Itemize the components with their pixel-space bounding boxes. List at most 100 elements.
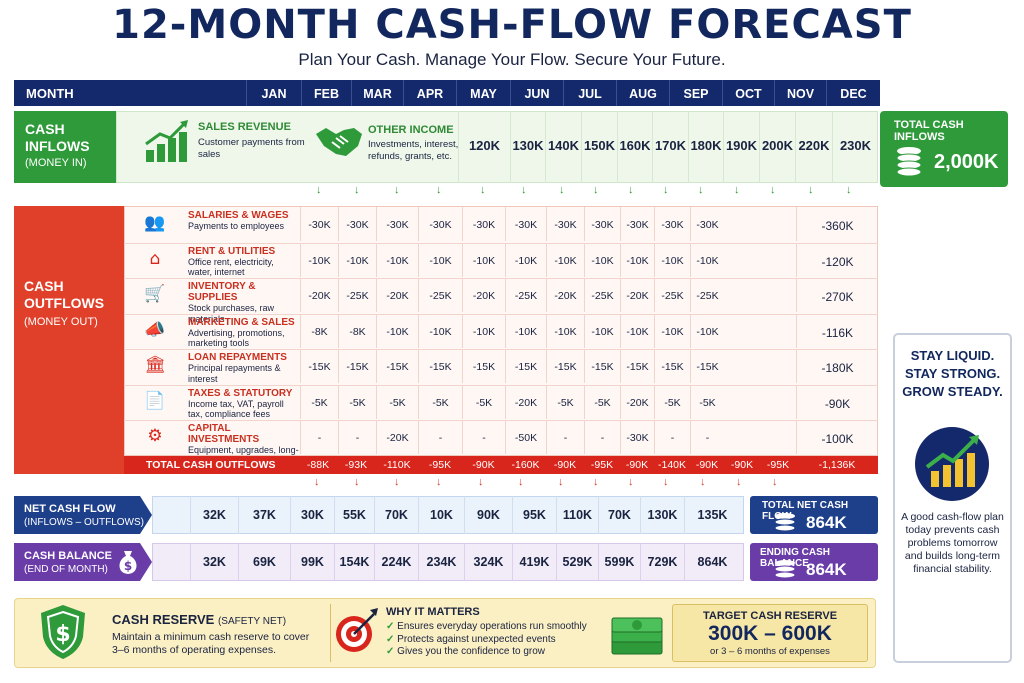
cash-outflows-label: CASH OUTFLOWS (MONEY OUT)	[14, 206, 124, 474]
outflow-value: -20K	[376, 420, 418, 454]
outflow-value: -	[584, 420, 620, 454]
handshake-icon	[314, 122, 364, 165]
down-arrow-icon: ↓	[436, 476, 442, 488]
outflow-value: -30K	[505, 207, 546, 241]
motto-line: STAY LIQUID.	[910, 348, 995, 363]
cash-balance-value: 599K	[598, 543, 640, 581]
month-aug: AUG	[616, 80, 669, 106]
svg-text:$: $	[124, 559, 132, 573]
outflow-category-title: LOAN REPAYMENTS	[188, 352, 287, 363]
source-sales-sub: Customer payments from sales	[198, 137, 305, 160]
outflow-value: -10K	[654, 242, 690, 277]
row-divider	[124, 384, 878, 386]
cash-outflows-table	[124, 206, 878, 456]
outflow-category-sub: Office rent, electricity, water, interne…	[188, 256, 274, 278]
outflow-value: -30K	[462, 207, 505, 241]
cash-balance-sub: (END OF MONTH)	[24, 564, 108, 575]
down-arrow-icon: ↓	[734, 184, 740, 196]
outflow-value: -10K	[690, 313, 724, 348]
outflow-value: -10K	[546, 313, 584, 348]
outflow-value: -5K	[546, 384, 584, 419]
motto: STAY LIQUID. STAY STRONG. GROW STEADY.	[895, 347, 1010, 401]
cash-inflows-row	[116, 111, 878, 183]
net-cash-flow-value: 37K	[238, 496, 290, 534]
cash-balance-value: 154K	[334, 543, 374, 581]
page-subtitle: Plan Your Cash. Manage Your Flow. Secure…	[298, 50, 726, 69]
outflow-value: -15K	[505, 349, 546, 383]
down-arrow-icon: ↓	[846, 184, 852, 196]
outflow-value: -30K	[654, 207, 690, 241]
net-cash-flow-value: 90K	[464, 496, 512, 534]
cash-reserve-note: (SAFETY NET)	[217, 616, 287, 627]
ending-cash-balance-card: ENDING CASH BALANCE 864K	[750, 543, 878, 581]
motto-description: A good cash-flow plan today prevents cas…	[901, 511, 1004, 575]
outflow-row-total: -116K	[796, 313, 878, 348]
down-arrow-icon: ↓	[770, 184, 776, 196]
month-jul: JUL	[563, 80, 616, 106]
month-jan: JAN	[246, 80, 301, 106]
target-sub: or 3 – 6 months of expenses	[710, 646, 830, 657]
coins-icon	[772, 512, 798, 537]
outflow-value: -20K	[546, 278, 584, 312]
outflow-category: LOAN REPAYMENTS Principal repayments & in…	[188, 352, 300, 384]
month-header-bar	[14, 80, 880, 106]
outflow-category: INVENTORY & SUPPLIES Stock purchases, raw…	[188, 281, 300, 324]
cash-balance-value: 324K	[464, 543, 512, 581]
people-icon: 👥	[144, 213, 166, 233]
outflow-value: -10K	[620, 313, 654, 348]
source-sales: SALES REVENUE Customer payments from sal…	[198, 121, 306, 161]
source-other: OTHER INCOME Investments, interest, refu…	[368, 124, 468, 163]
outflow-value: -20K	[505, 384, 546, 419]
net-cash-flow-value: 32K	[190, 496, 238, 534]
total-outflow-value: -95K	[766, 459, 790, 471]
outflow-value: -10K	[462, 242, 505, 277]
total-outflow-value: -90K	[472, 459, 495, 471]
down-arrow-icon: ↓	[772, 476, 778, 488]
cash-balance-value: 224K	[374, 543, 418, 581]
outflow-value: -25K	[338, 278, 376, 312]
outflow-value: -15K	[546, 349, 584, 383]
cash-balance-value: 729K	[640, 543, 684, 581]
outflow-value: -5K	[462, 384, 505, 419]
total-net-value: 864K	[806, 513, 847, 532]
down-arrow-icon: ↓	[593, 184, 599, 196]
total-cash-inflows-card: TOTAL CASH INFLOWS 2,000K	[880, 111, 1008, 187]
outflow-category-title: CAPITAL INVESTMENTS	[188, 423, 260, 445]
outflow-value: -30K	[300, 207, 338, 241]
down-arrow-icon: ↓	[698, 184, 704, 196]
target-value: 300K – 600K	[708, 622, 832, 645]
net-cash-flow-value: 30K	[290, 496, 334, 534]
outflow-row-total: -180K	[796, 349, 878, 383]
total-outflow-value: -90K	[730, 459, 754, 471]
outflow-category-title: TAXES & STATUTORY	[188, 387, 293, 399]
cash-balance-title: CASH BALANCE	[24, 550, 112, 562]
total-net-cash-flow-card: TOTAL NET CASH FLOW 864K	[750, 496, 878, 534]
outflow-value: -5K	[338, 384, 376, 419]
gear-icon: ⚙	[147, 426, 163, 446]
total-outflow-value: -95K	[590, 459, 614, 471]
outflow-category-sub: Advertising, promotions, marketing tools	[188, 327, 285, 349]
bank-icon: 🏛	[144, 355, 166, 375]
outflow-value: -30K	[584, 207, 620, 241]
cash-outflows-sub: (MONEY OUT)	[24, 316, 98, 328]
outflow-value: -10K	[584, 313, 620, 348]
target-label: TARGET CASH RESERVE	[702, 610, 838, 622]
target-cash-reserve-card: TARGET CASH RESERVE 300K – 600K or 3 – 6…	[672, 604, 868, 662]
month-mar: MAR	[351, 80, 403, 106]
down-arrow-icon: ↓	[559, 184, 565, 196]
outflow-value: -	[462, 420, 505, 454]
outflow-value: -30K	[620, 207, 654, 241]
outflow-value: -8K	[338, 313, 376, 348]
outflow-value: -10K	[546, 242, 584, 277]
down-arrow-icon: ↓	[436, 184, 442, 196]
inflow-value: 120K	[458, 111, 510, 183]
down-arrow-icon: ↓	[808, 184, 814, 196]
outflow-value: -25K	[654, 278, 690, 312]
outflow-value: -	[690, 420, 724, 454]
inflow-value: 140K	[545, 111, 581, 183]
outflow-value: -10K	[462, 313, 505, 348]
outflow-value: -10K	[505, 242, 546, 277]
outflow-value: -15K	[376, 349, 418, 383]
why-item: ✓ Protects against unexpected events	[386, 633, 556, 645]
outflow-value: -30K	[690, 207, 724, 241]
